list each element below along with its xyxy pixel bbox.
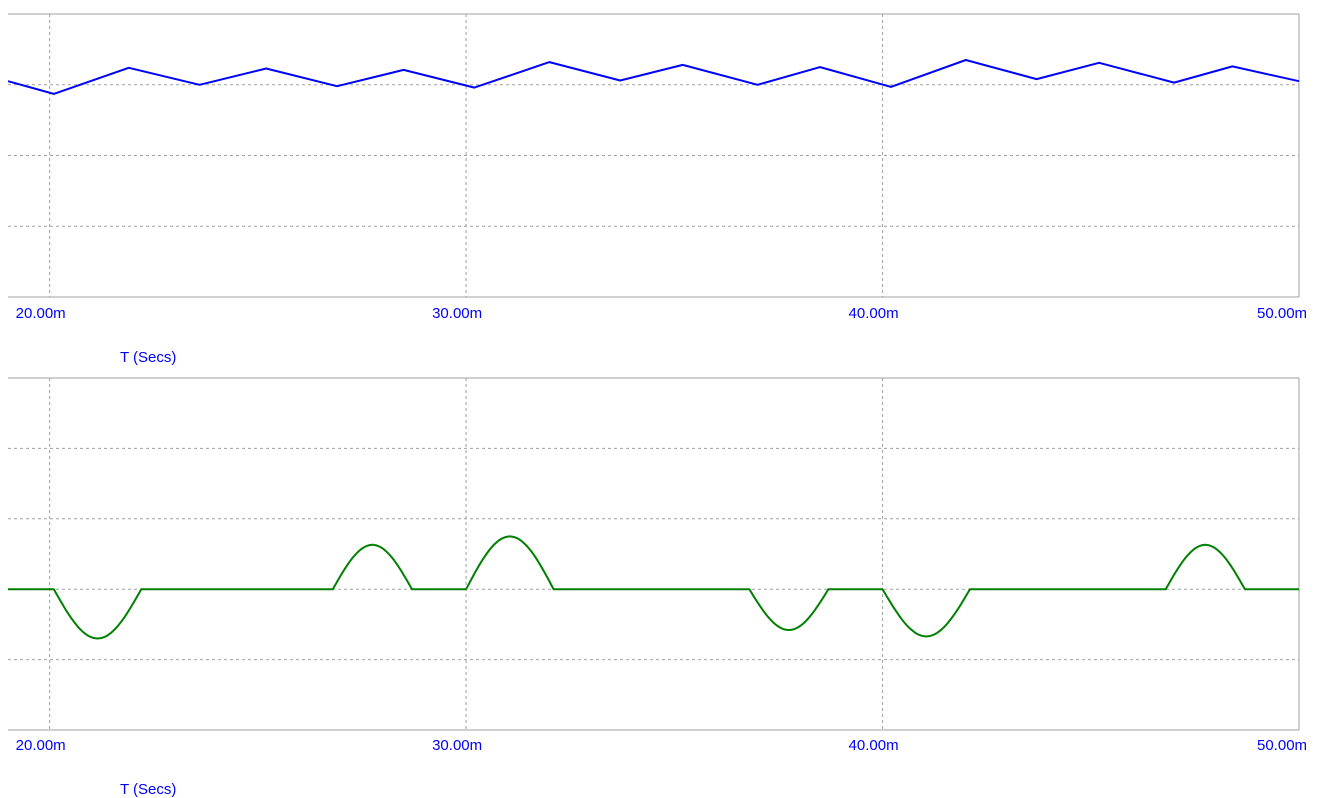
top-series-line bbox=[7, 59, 1300, 95]
bottom-series-line bbox=[8, 535, 1299, 640]
x-tick-label: 20.00m bbox=[16, 737, 66, 754]
bottom-plot-panel: 20.00m 30.00m 40.00m 50.00m T (Secs) bbox=[8, 377, 1307, 798]
top-plot-panel: 20.00m 30.00m 40.00m 50.00m T (Secs) bbox=[7, 13, 1307, 366]
x-tick-label: 30.00m bbox=[432, 305, 482, 322]
x-axis-label: T (Secs) bbox=[120, 781, 176, 798]
x-tick-label: 50.00m bbox=[1257, 737, 1307, 754]
x-tick-label: 40.00m bbox=[849, 737, 899, 754]
x-axis-label: T (Secs) bbox=[120, 349, 176, 366]
x-tick-label: 40.00m bbox=[849, 305, 899, 322]
x-tick-label: 20.00m bbox=[16, 305, 66, 322]
x-tick-label: 50.00m bbox=[1257, 305, 1307, 322]
x-tick-label: 30.00m bbox=[432, 737, 482, 754]
